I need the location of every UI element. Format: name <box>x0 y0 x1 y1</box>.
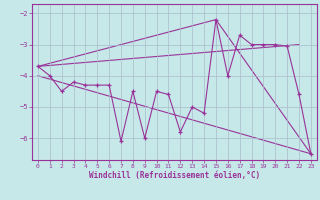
X-axis label: Windchill (Refroidissement éolien,°C): Windchill (Refroidissement éolien,°C) <box>89 171 260 180</box>
